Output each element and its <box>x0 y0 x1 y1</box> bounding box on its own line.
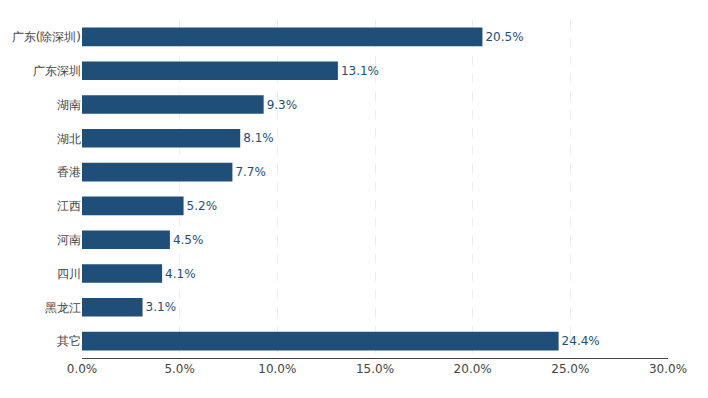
svg-text:广东(除深圳): 广东(除深圳) <box>12 30 81 44</box>
svg-text:20.0%: 20.0% <box>454 362 492 376</box>
svg-text:4.5%: 4.5% <box>173 233 204 247</box>
svg-text:9.3%: 9.3% <box>267 98 298 112</box>
svg-text:河南: 河南 <box>57 233 81 247</box>
svg-text:四川: 四川 <box>57 267 81 281</box>
svg-text:24.4%: 24.4% <box>562 334 600 348</box>
svg-text:5.0%: 5.0% <box>164 362 195 376</box>
svg-text:15.0%: 15.0% <box>356 362 394 376</box>
svg-text:13.1%: 13.1% <box>341 64 379 78</box>
svg-text:江西: 江西 <box>57 199 81 213</box>
svg-text:黑龙江: 黑龙江 <box>45 301 81 315</box>
svg-text:香港: 香港 <box>57 165 81 179</box>
svg-text:3.1%: 3.1% <box>146 300 177 314</box>
svg-text:8.1%: 8.1% <box>243 131 274 145</box>
svg-text:5.2%: 5.2% <box>187 199 218 213</box>
svg-text:20.5%: 20.5% <box>485 30 523 44</box>
svg-text:湖南: 湖南 <box>57 98 81 112</box>
svg-text:10.0%: 10.0% <box>258 362 296 376</box>
svg-text:湖北: 湖北 <box>57 132 81 146</box>
svg-text:其它: 其它 <box>57 334 81 348</box>
svg-text:0.0%: 0.0% <box>67 362 98 376</box>
svg-text:25.0%: 25.0% <box>551 362 589 376</box>
svg-text:4.1%: 4.1% <box>165 267 196 281</box>
svg-text:广东深圳: 广东深圳 <box>33 64 81 78</box>
svg-text:30.0%: 30.0% <box>649 362 687 376</box>
svg-text:7.7%: 7.7% <box>235 165 266 179</box>
